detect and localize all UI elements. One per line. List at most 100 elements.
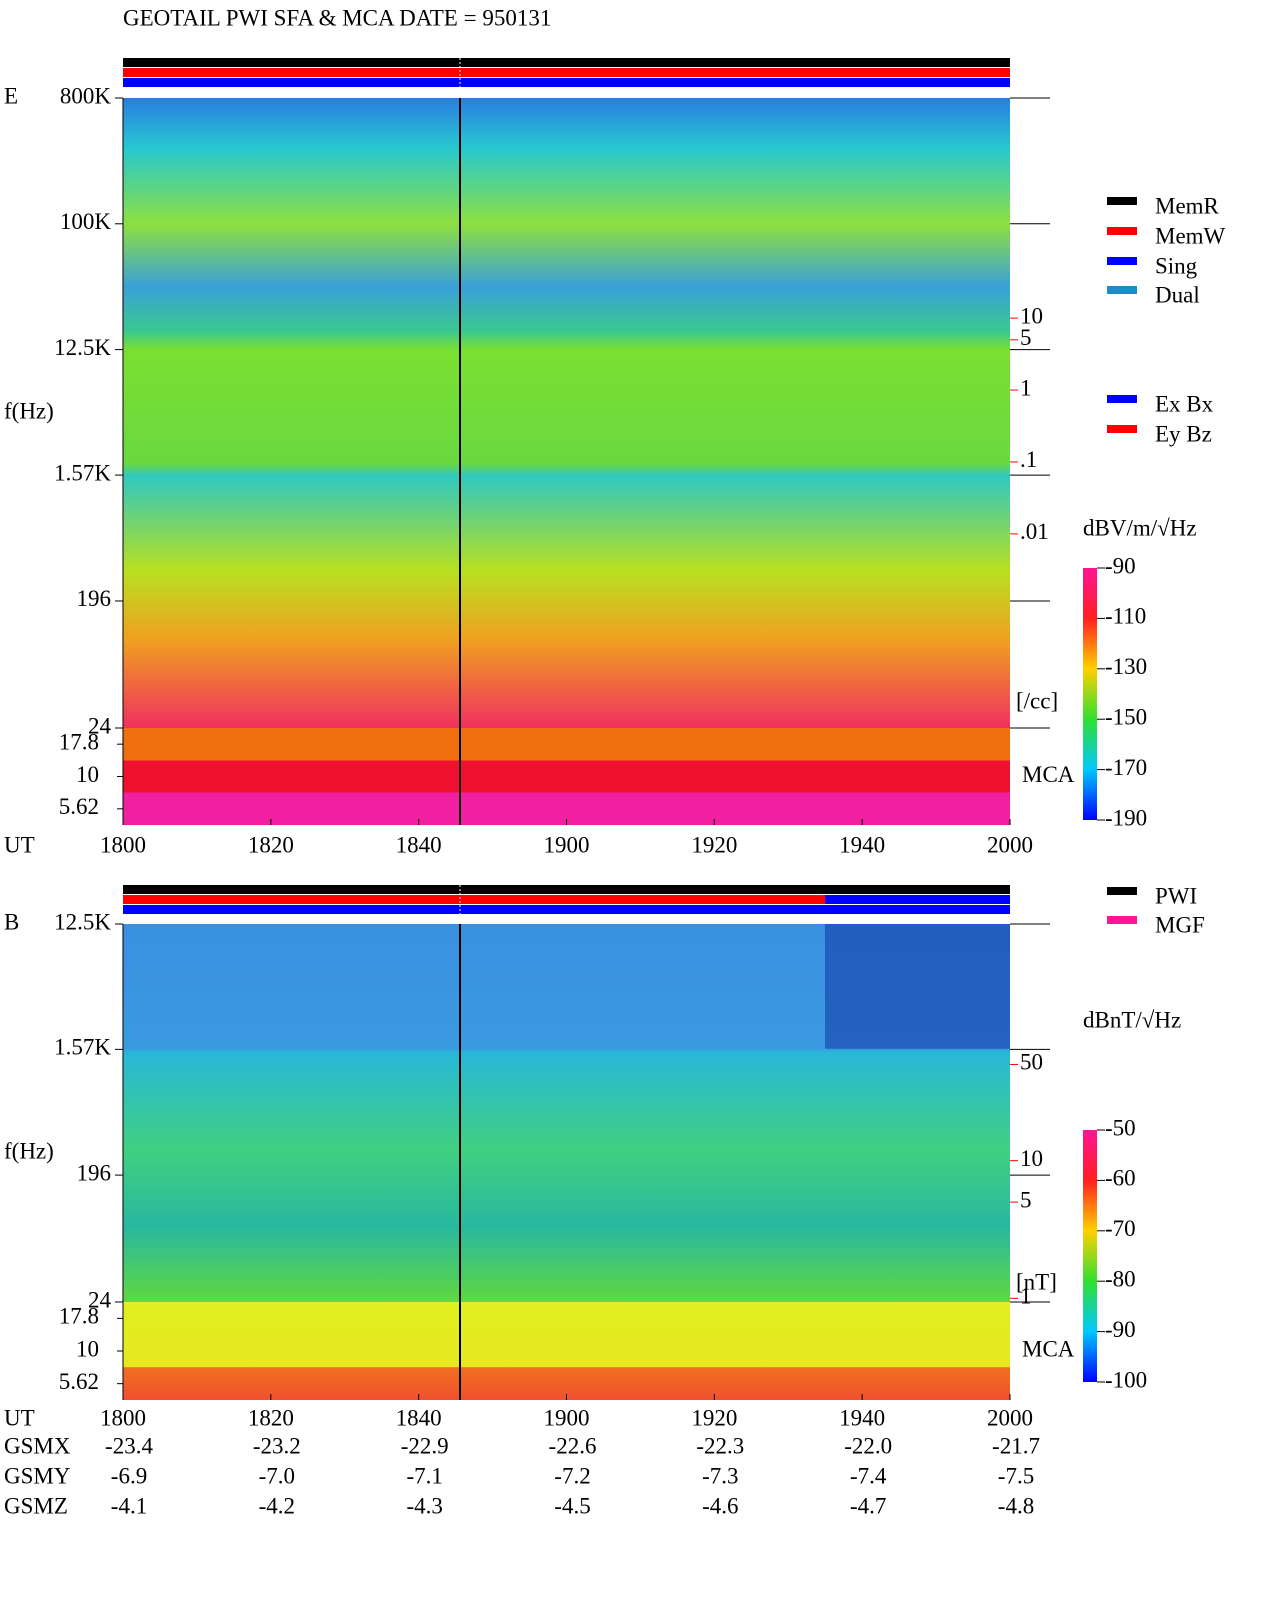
y-tick-label: 196 [77,586,112,611]
orbit-value: -4.2 [259,1493,295,1518]
orbit-value: -7.0 [259,1463,295,1488]
x-tick-label: 1920 [691,832,737,857]
mca-channel-label: 17.8 [59,1304,99,1329]
orbit-row-label: GSMX [4,1433,71,1458]
colorbar [1083,568,1097,820]
x-tick-label: 1900 [544,1405,590,1430]
mca-spectrum [123,1302,1010,1400]
x-tick-label: 1920 [691,1405,737,1430]
orbit-value: -4.7 [850,1493,886,1518]
x-tick-label: 1820 [248,832,294,857]
legend-label: Sing [1155,253,1198,278]
x-tick-label: 1800 [100,1405,146,1430]
colorbar-tick-label: -110 [1105,604,1146,629]
mca-spectrum [123,728,1010,825]
orbit-row-label: GSMZ [4,1493,68,1518]
mca-channel-label: 10 [76,762,99,787]
panel-label: E [4,83,18,108]
x-tick-label: 1820 [248,1405,294,1430]
status-bar [123,58,1010,67]
orbit-value: -21.7 [992,1433,1040,1458]
colorbar-tick-label: -100 [1105,1367,1147,1392]
spectrogram-dark [825,924,1010,1049]
orbit-value: -7.4 [850,1463,887,1488]
colorbar-label: dBnT/√Hz [1083,1007,1181,1032]
x-tick-label: 1900 [544,832,590,857]
x-tick-label: 1940 [839,1405,885,1430]
colorbar-tick-label: -50 [1105,1115,1136,1140]
legend-label: PWI [1155,883,1197,908]
y2-tick-label: .01 [1020,519,1049,544]
chart-title: GEOTAIL PWI SFA & MCA DATE = 950131 [123,5,551,30]
x-axis-label: UT [4,1405,35,1430]
y2-tick-label: 5 [1020,325,1032,350]
y-tick-label: 100K [60,209,112,234]
legend-swatch [1107,286,1137,294]
legend-label: MemW [1155,223,1226,248]
x-tick-label: 1840 [396,1405,442,1430]
legend-swatch [1107,197,1137,205]
y-tick-label: 24 [88,1287,112,1312]
x-axis-label: UT [4,832,35,857]
orbit-value: -6.9 [111,1463,147,1488]
y-tick-label: 12.5K [54,335,111,360]
orbit-value: -22.3 [696,1433,744,1458]
status-bar [123,905,1010,914]
colorbar-label: dBV/m/√Hz [1083,515,1197,540]
colorbar-tick-label: -150 [1105,704,1147,729]
orbit-value: -4.1 [111,1493,147,1518]
colorbar-tick-label: -80 [1105,1266,1136,1291]
colorbar-tick-label: -90 [1105,553,1136,578]
colorbar-tick-label: -170 [1105,755,1147,780]
colorbar-tick-label: -60 [1105,1166,1136,1191]
legend-label: MemR [1155,193,1220,218]
spectrogram [123,98,1010,728]
y2-axis-label: [nT] [1016,1269,1057,1294]
orbit-value: -4.8 [998,1493,1034,1518]
y2-tick-label: .1 [1020,447,1037,472]
mca-label: MCA [1022,1336,1075,1361]
mca-label: MCA [1022,762,1075,787]
y-axis-label: f(Hz) [4,1138,54,1163]
y2-tick-label: 10 [1020,303,1043,328]
colorbar-tick-label: -90 [1105,1317,1136,1342]
y-axis-label: f(Hz) [4,398,54,423]
orbit-row-label: GSMY [4,1463,71,1488]
orbit-value: -4.3 [406,1493,442,1518]
x-tick-label: 2000 [987,1405,1033,1430]
orbit-value: -22.6 [549,1433,597,1458]
legend-label: Dual [1155,282,1200,307]
status-bar [123,885,1010,894]
legend-swatch [1107,227,1137,235]
y-tick-label: 24 [88,713,112,738]
x-tick-label: 2000 [987,832,1033,857]
legend-label: Ex Bx [1155,391,1214,416]
y-tick-label: 800K [60,83,112,108]
status-bar [123,895,1010,904]
legend-swatch [1107,395,1137,403]
orbit-value: -4.6 [702,1493,738,1518]
y2-tick-label: 50 [1020,1050,1043,1075]
legend-swatch [1107,425,1137,433]
status-bar [825,895,1010,904]
y-tick-label: 1.57K [54,460,111,485]
mca-channel-label: 5.62 [59,1369,99,1394]
y2-axis-label: [/cc] [1016,688,1058,713]
legend-swatch [1107,916,1137,924]
y-tick-label: 1.57K [54,1035,111,1060]
x-tick-label: 1800 [100,832,146,857]
mca-channel-label: 5.62 [59,794,99,819]
x-tick-label: 1840 [396,832,442,857]
colorbar-tick-label: -130 [1105,654,1147,679]
legend-label: MGF [1155,912,1205,937]
orbit-value: -23.4 [105,1433,153,1458]
legend-label: Ey Bz [1155,421,1212,446]
colorbar-tick-label: -190 [1105,805,1147,830]
y2-tick-label: 1 [1020,375,1032,400]
orbit-value: -7.2 [554,1463,590,1488]
x-tick-label: 1940 [839,832,885,857]
colorbar [1083,1130,1097,1382]
colorbar-tick-label: -70 [1105,1216,1136,1241]
mca-channel-label: 10 [76,1336,99,1361]
